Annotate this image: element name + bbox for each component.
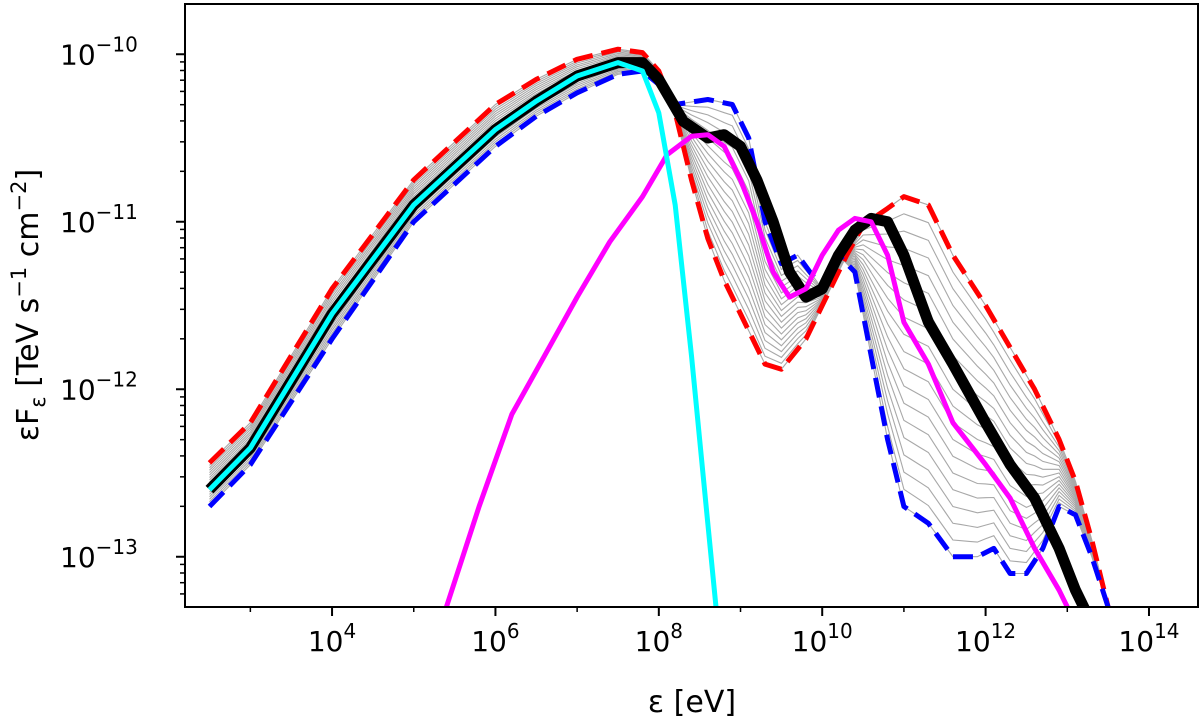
- y-tick-label-base: 10: [60, 373, 96, 406]
- series-magenta-line: [444, 132, 1071, 607]
- x-tick-label-base: 10: [635, 625, 671, 658]
- plot-frame: [184, 3, 1199, 608]
- y-tick-label-exponent: −12: [96, 367, 138, 391]
- series-layer: [205, 46, 1111, 607]
- x-tick-label-exponent: 10: [827, 619, 852, 643]
- y-tick-label: 10−13: [60, 535, 138, 574]
- y-tick-label-base: 10: [60, 206, 96, 239]
- x-tick-label-base: 10: [792, 625, 828, 658]
- x-tick-label: 1010: [792, 619, 853, 658]
- series-blue-dashed-line: [207, 68, 1111, 607]
- y-tick-label: 10−10: [60, 32, 138, 71]
- x-tick-label-exponent: 12: [991, 619, 1016, 643]
- x-tick-label: 104: [308, 619, 356, 658]
- y-tick-label-exponent: −13: [96, 535, 138, 559]
- y-tick-label-base: 10: [60, 541, 96, 574]
- x-tick-label: 1014: [1118, 619, 1179, 658]
- y-tick-label: 10−11: [60, 200, 138, 239]
- x-tick-label-base: 10: [1118, 625, 1154, 658]
- y-tick-label: 10−12: [60, 367, 138, 406]
- y-tick-label-exponent: −11: [96, 200, 138, 224]
- x-tick-label-exponent: 8: [670, 619, 683, 643]
- x-axis-ticks: 104 106 108 1010 1012 1014: [249, 607, 1180, 658]
- x-tick-label-exponent: 4: [344, 619, 357, 643]
- y-tick-label-exponent: −10: [96, 32, 138, 56]
- x-tick-label-base: 10: [308, 625, 344, 658]
- x-tick-label-exponent: 14: [1154, 619, 1179, 643]
- x-tick-label: 1012: [955, 619, 1016, 658]
- y-axis-label: εFε [TeV s−1 cm−2]: [7, 169, 50, 441]
- x-tick-label-exponent: 6: [507, 619, 520, 643]
- x-tick-label: 108: [635, 619, 683, 658]
- series-cyan-line: [207, 60, 719, 607]
- x-tick-label-base: 10: [471, 625, 507, 658]
- x-tick-label: 106: [471, 619, 519, 658]
- x-tick-label-base: 10: [955, 625, 991, 658]
- y-tick-label-base: 10: [60, 38, 96, 71]
- x-axis-label: ε [eV]: [648, 685, 736, 720]
- series-red-dashed-line: [207, 46, 1111, 607]
